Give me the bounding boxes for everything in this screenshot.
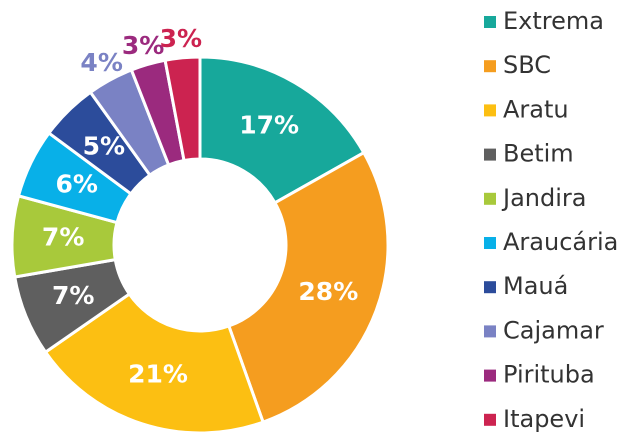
- legend-swatch: [484, 104, 496, 117]
- legend-label: Extrema: [503, 7, 604, 35]
- data-label: 6%: [55, 169, 97, 198]
- data-label: 7%: [42, 223, 84, 252]
- data-label: 21%: [128, 359, 188, 388]
- slice: [43, 291, 265, 435]
- legend-label: Cajamar: [503, 316, 604, 344]
- slice: [226, 150, 390, 425]
- legend-swatch: [484, 192, 496, 205]
- data-label: 3%: [122, 31, 164, 60]
- legend-label: Araucária: [503, 228, 618, 256]
- legend-swatch: [484, 60, 496, 73]
- legend-swatch: [484, 16, 496, 28]
- data-label: 28%: [298, 277, 358, 306]
- data-label: 7%: [52, 281, 94, 310]
- data-label: 4%: [80, 48, 122, 77]
- legend-label: Betim: [503, 140, 574, 168]
- data-label: 5%: [83, 131, 125, 160]
- legend-swatch: [484, 148, 496, 161]
- legend-swatch: [484, 413, 496, 426]
- slice: [163, 55, 202, 163]
- legend-swatch: [484, 237, 496, 249]
- legend-label: Aratu: [503, 95, 569, 123]
- legend-swatch: [484, 369, 496, 382]
- data-label: 17%: [239, 111, 299, 140]
- legend-swatch: [484, 281, 496, 294]
- legend-label: SBC: [503, 51, 551, 79]
- data-label: 3%: [160, 24, 202, 53]
- legend-label: Mauá: [503, 272, 568, 300]
- legend-label: Pirituba: [503, 361, 595, 389]
- slice: [198, 55, 366, 205]
- legend-label: Itapevi: [503, 405, 585, 433]
- legend-label: Jandira: [501, 184, 586, 212]
- legend-swatch: [484, 325, 496, 338]
